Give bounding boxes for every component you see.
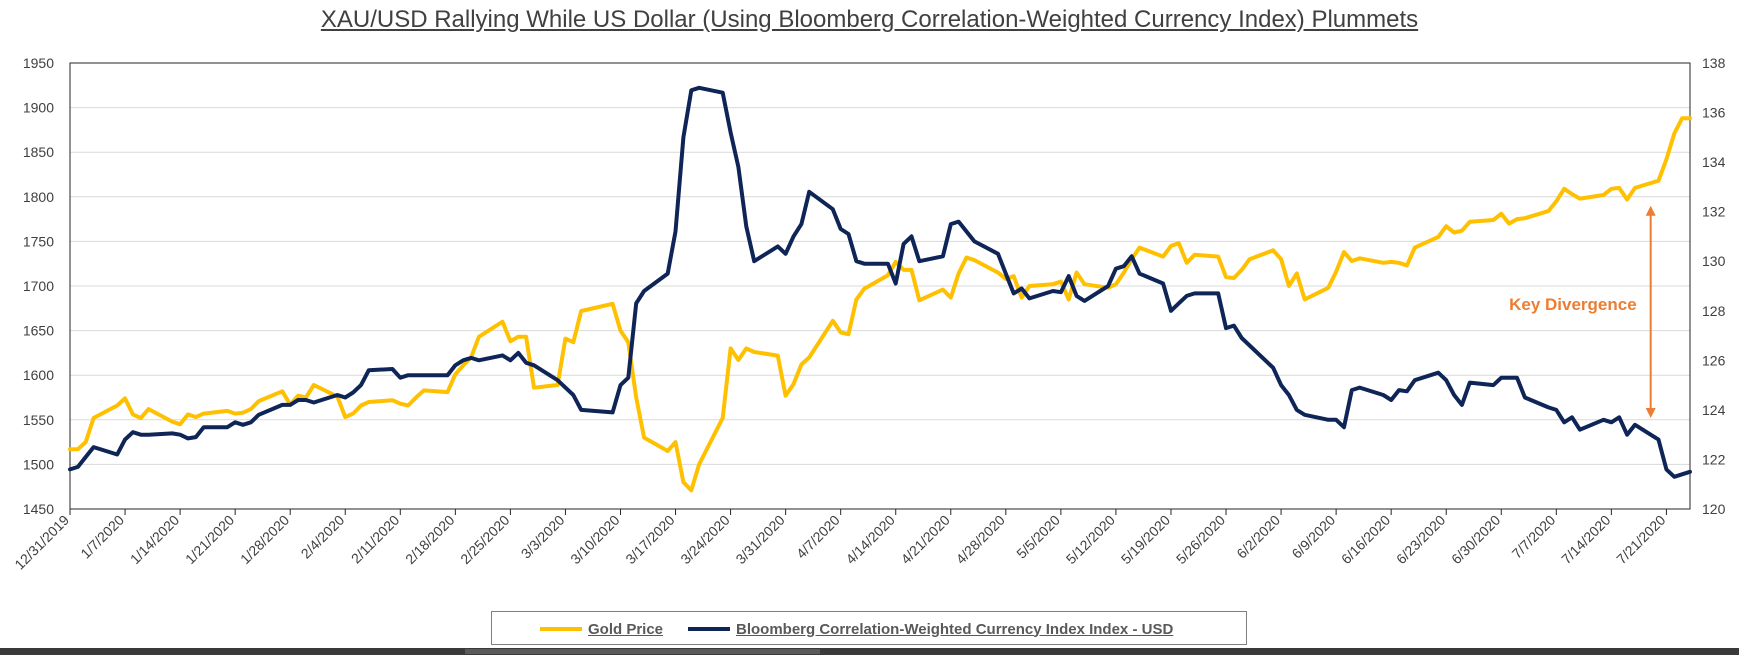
gridlines (70, 62, 1690, 510)
annotation: Key Divergence (1509, 205, 1656, 419)
x-tick-label: 2/11/2020 (348, 512, 403, 567)
x-tick-label: 5/26/2020 (1173, 512, 1229, 568)
x-tick-label: 12/31/2019 (11, 512, 72, 573)
y-right-tick-label: 134 (1702, 154, 1726, 170)
x-tick-label: 3/24/2020 (677, 512, 733, 568)
x-tick-label: 3/3/2020 (518, 512, 568, 562)
x-tick-label: 5/19/2020 (1118, 512, 1174, 568)
y-right-tick-label: 128 (1702, 303, 1726, 319)
y-right-tick-label: 120 (1702, 501, 1726, 517)
x-tick-label: 2/4/2020 (298, 512, 348, 562)
y-left-tick-label: 1800 (23, 189, 54, 205)
annotation-label: Key Divergence (1509, 295, 1637, 314)
x-tick-label: 6/16/2020 (1338, 512, 1394, 568)
x-tick-label: 2/18/2020 (402, 512, 458, 568)
y-left-tick-label: 1900 (23, 100, 54, 116)
y-right-tick-label: 130 (1702, 253, 1726, 269)
x-tick-label: 3/31/2020 (732, 512, 788, 568)
y-left-tick-label: 1650 (23, 323, 54, 339)
x-tick-label: 4/28/2020 (953, 512, 1009, 568)
x-tick-label: 7/7/2020 (1509, 512, 1559, 562)
x-tick-label: 7/14/2020 (1558, 512, 1614, 568)
x-tick-label: 5/5/2020 (1013, 512, 1063, 562)
usd-index-line (68, 85, 1692, 479)
y-left-tick-label: 1850 (23, 144, 54, 160)
y-right-tick-label: 138 (1702, 55, 1726, 71)
y-left-tick-label: 1550 (23, 412, 54, 428)
y-right-tick-label: 136 (1702, 105, 1726, 121)
y-right-tick-label: 122 (1702, 451, 1726, 467)
x-tick-label: 6/23/2020 (1393, 512, 1449, 568)
x-tick-label: 1/14/2020 (127, 512, 183, 568)
legend: Gold Price Bloomberg Correlation-Weighte… (491, 611, 1247, 645)
x-tick-label: 2/25/2020 (457, 512, 513, 568)
x-tick-label: 6/2/2020 (1233, 512, 1283, 562)
axes: 1450 1500 1550 1600 1650 1700 1750 1800 1850 1900… (11, 55, 1725, 573)
x-tick-label: 4/7/2020 (793, 512, 843, 562)
y-left-tick-label: 1750 (23, 233, 54, 249)
divergence-arrow-head-down (1645, 408, 1656, 419)
legend-item-gold: Gold Price (540, 619, 663, 639)
y-right-tick-label: 124 (1702, 402, 1726, 418)
line-chart: 1450 1500 1550 1600 1650 1700 1750 1800 1850 1900… (11, 55, 1725, 573)
divergence-arrow-head-up (1645, 205, 1656, 216)
x-tick-label: 1/7/2020 (77, 512, 127, 562)
x-tick-label: 3/17/2020 (622, 512, 678, 568)
gold-price-line (68, 116, 1692, 493)
legend-label-usd: Bloomberg Correlation-Weighted Currency … (736, 620, 1174, 638)
x-tick-label: 3/10/2020 (567, 512, 623, 568)
legend-item-usd: Bloomberg Correlation-Weighted Currency … (688, 619, 1173, 639)
x-tick-label: 6/30/2020 (1448, 512, 1504, 568)
x-tick-label: 7/21/2020 (1613, 512, 1669, 568)
y-left-tick-label: 1450 (23, 501, 54, 517)
series-lines (68, 85, 1692, 493)
y-left-tick-label: 1950 (23, 55, 54, 71)
chart-title: XAU/USD Rallying While US Dollar (Using … (320, 6, 1419, 33)
window-bottom-bar (0, 648, 1739, 655)
x-tick-label: 6/9/2020 (1288, 512, 1338, 562)
horizontal-scrollbar-thumb[interactable] (465, 649, 820, 654)
x-tick-label: 1/28/2020 (237, 512, 293, 568)
x-tick-label: 1/21/2020 (182, 512, 238, 568)
x-tick-label: 4/21/2020 (898, 512, 954, 568)
y-right-tick-label: 126 (1702, 352, 1726, 368)
y-left-tick-label: 1700 (23, 278, 54, 294)
legend-swatch-gold (540, 627, 582, 631)
x-tick-label: 4/14/2020 (842, 512, 898, 568)
y-left-tick-label: 1600 (23, 367, 54, 383)
y-right-tick-label: 132 (1702, 204, 1726, 220)
y-left-tick-label: 1500 (23, 456, 54, 472)
plot-area-border (69, 62, 1691, 510)
legend-label-gold: Gold Price (588, 620, 664, 638)
x-tick-label: 5/12/2020 (1063, 512, 1119, 568)
legend-swatch-usd (688, 627, 730, 631)
